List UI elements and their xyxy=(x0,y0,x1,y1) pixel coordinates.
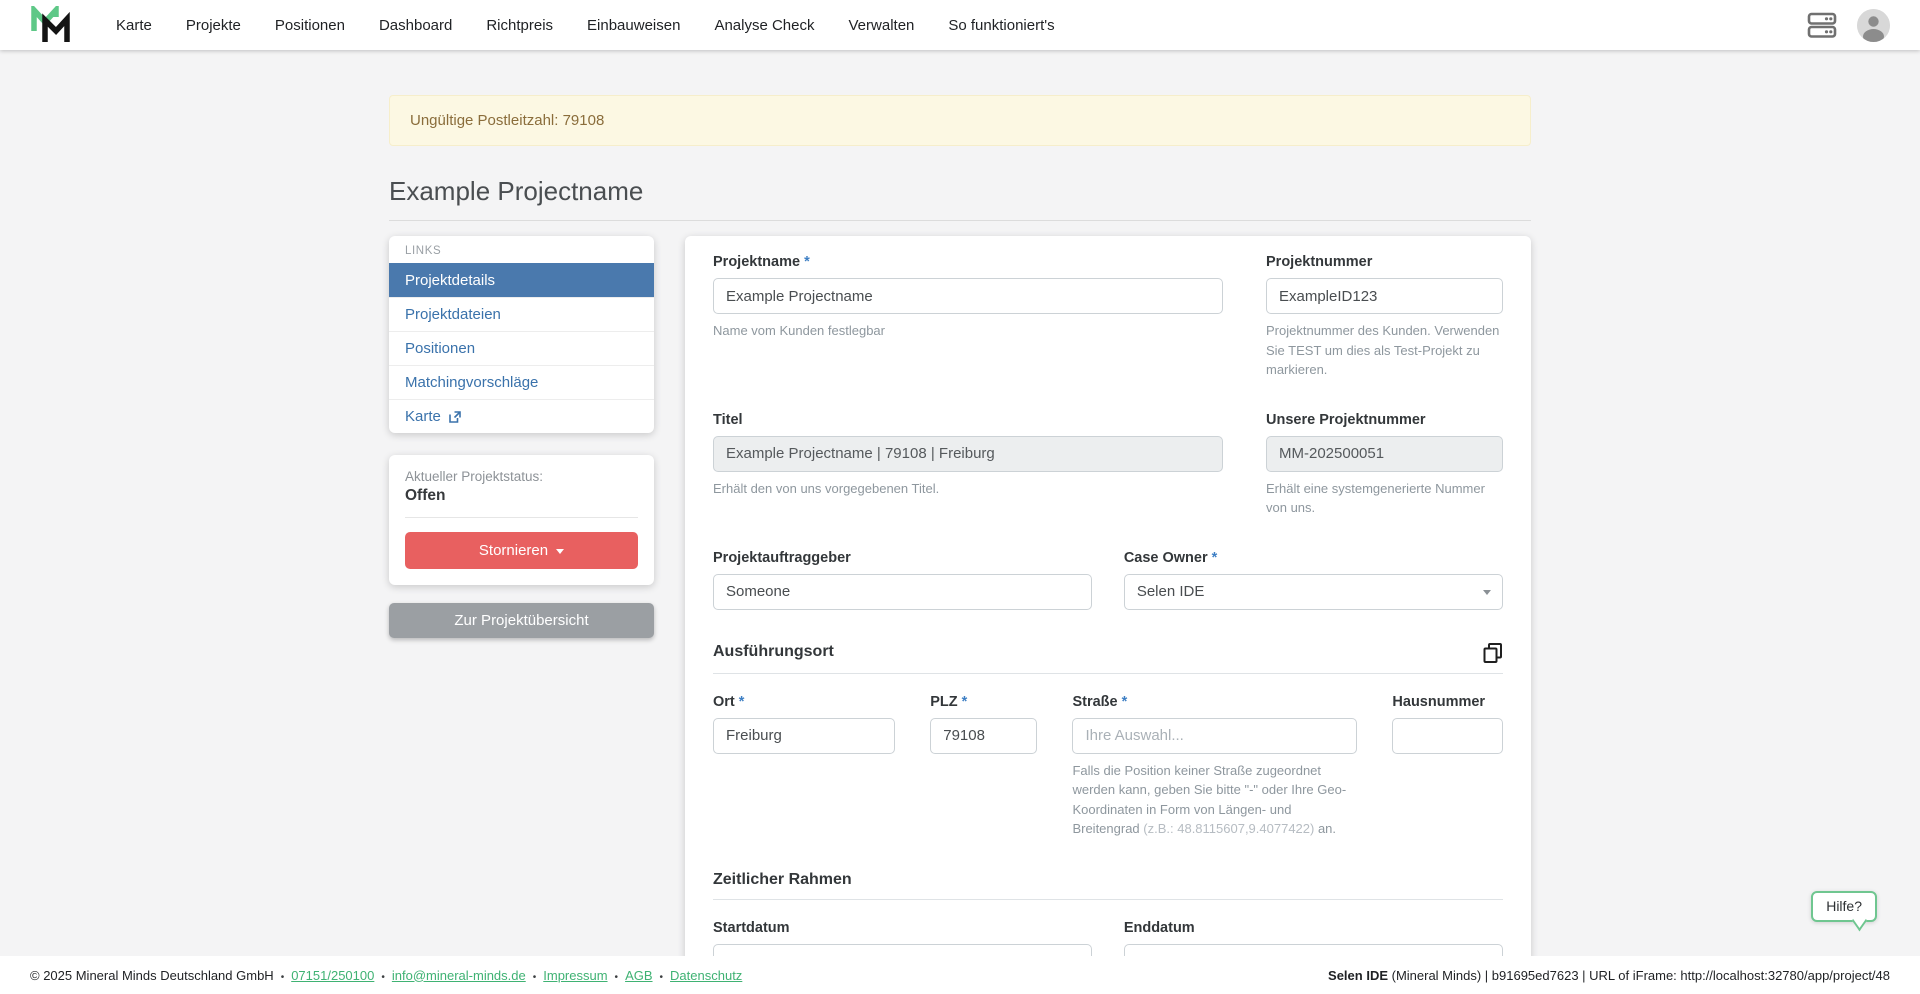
title-divider xyxy=(389,220,1531,221)
projektnummer-label: Projektnummer xyxy=(1266,254,1373,270)
footer-separator xyxy=(608,968,626,983)
links-card: LINKS Projektdetails Projektdateien Posi… xyxy=(389,236,654,433)
chevron-down-icon xyxy=(556,549,565,554)
footer: © 2025 Mineral Minds Deutschland GmbH 07… xyxy=(0,956,1920,994)
footer-separator xyxy=(526,968,544,983)
server-status-icon[interactable] xyxy=(1805,8,1839,42)
nav-item-einbauweisen[interactable]: Einbauweisen xyxy=(587,16,681,34)
main-content: Ungültige Postleitzahl: 79108 Example Pr… xyxy=(389,95,1531,994)
page-title: Example Projectname xyxy=(389,176,644,206)
sidebar-item-label: Matchingvorschläge xyxy=(405,374,539,391)
projektuebersicht-button[interactable]: Zur Projektübersicht xyxy=(389,603,654,638)
footer-link-email[interactable]: info@mineral-minds.de xyxy=(391,967,526,983)
nav-item-dashboard[interactable]: Dashboard xyxy=(378,16,453,34)
footer-link-phone[interactable]: 07151/250100 xyxy=(291,967,375,983)
footer-link-agb[interactable]: AGB xyxy=(625,967,653,983)
unsere-projektnummer-help: Erhält eine systemgenerierte Nummer von … xyxy=(1266,480,1485,516)
external-link-icon xyxy=(449,410,461,423)
projektnummer-input[interactable] xyxy=(1266,278,1503,314)
titel-label: Titel xyxy=(713,411,743,428)
nav-item-so-funktionierts[interactable]: So funktioniert's xyxy=(948,16,1055,34)
sidebar-item-projektdateien[interactable]: Projektdateien xyxy=(389,297,654,331)
ausfuehrungsort-heading: Ausführungsort xyxy=(713,643,834,660)
nav-item-karte[interactable]: Karte xyxy=(116,16,152,34)
nav-item-projekte[interactable]: Projekte xyxy=(185,16,241,34)
stornieren-button-label: Stornieren xyxy=(478,542,549,559)
user-avatar-icon[interactable] xyxy=(1857,8,1890,42)
section-divider xyxy=(713,672,1503,674)
mineral-minds-logo-icon[interactable] xyxy=(30,5,76,45)
chevron-down-icon xyxy=(1483,589,1491,595)
sidebar-item-matchingvorschlaege[interactable]: Matchingvorschläge xyxy=(389,365,654,399)
projektname-label: Projektname * xyxy=(713,254,810,270)
startdatum-label: Startdatum xyxy=(713,919,790,936)
footer-link-impressum[interactable]: Impressum xyxy=(543,967,608,983)
ort-input[interactable] xyxy=(713,717,895,754)
sidebar-item-positionen[interactable]: Positionen xyxy=(389,331,654,365)
strasse-help: Falls die Position keiner Straße zugeord… xyxy=(1072,762,1347,837)
ort-label: Ort * xyxy=(713,693,745,710)
nav-item-analyse-check[interactable]: Analyse Check xyxy=(714,16,815,34)
sidebar-item-label: Positionen xyxy=(405,340,476,357)
copy-icon[interactable] xyxy=(1482,642,1503,663)
unsere-projektnummer-label: Unsere Projektnummer xyxy=(1266,411,1426,428)
titel-input xyxy=(713,435,1223,472)
strasse-label: Straße * xyxy=(1072,693,1128,710)
sidebar-item-projektdetails[interactable]: Projektdetails xyxy=(389,263,654,297)
footer-copyright: © 2025 Mineral Minds Deutschland GmbH xyxy=(30,967,274,983)
nav-item-verwalten[interactable]: Verwalten xyxy=(848,16,915,34)
alert-warning-text: Ungültige Postleitzahl: 79108 xyxy=(410,112,605,129)
sidebar: LINKS Projektdetails Projektdateien Posi… xyxy=(389,236,654,638)
sidebar-item-label: Projektdetails xyxy=(405,272,496,289)
required-asterisk: * xyxy=(1121,693,1128,710)
projektauftraggeber-input[interactable] xyxy=(713,573,1093,610)
sidebar-item-karte[interactable]: Karte xyxy=(389,399,654,433)
sidebar-item-label: Karte xyxy=(405,408,441,425)
unsere-projektnummer-input xyxy=(1266,435,1503,472)
nav-item-positionen[interactable]: Positionen xyxy=(274,16,345,34)
sidebar-item-label: Projektdateien xyxy=(405,306,501,323)
top-nav: Karte Projekte Positionen Dashboard Rich… xyxy=(0,0,1920,50)
required-asterisk: * xyxy=(1211,549,1218,566)
section-divider xyxy=(713,898,1503,900)
status-divider xyxy=(405,517,638,518)
required-asterisk: * xyxy=(961,693,968,710)
plz-label: PLZ * xyxy=(930,693,968,710)
footer-separator xyxy=(653,968,671,983)
nav-item-richtpreis[interactable]: Richtpreis xyxy=(486,16,554,34)
strasse-input[interactable] xyxy=(1072,717,1357,754)
project-status-card: Aktueller Projektstatus: Offen Storniere… xyxy=(389,455,654,585)
main-nav: Karte Projekte Positionen Dashboard Rich… xyxy=(116,17,1055,34)
titel-help: Erhält den von uns vorgegebenen Titel. xyxy=(713,480,940,496)
projektnummer-help: Projektnummer des Kunden. Verwenden Sie … xyxy=(1266,323,1500,377)
hausnummer-label: Hausnummer xyxy=(1392,693,1486,710)
case-owner-label: Case Owner * xyxy=(1123,549,1218,566)
plz-input[interactable] xyxy=(930,717,1037,754)
status-label: Aktueller Projektstatus: xyxy=(405,469,544,484)
project-details-form: Projektname * Name vom Kunden festlegbar… xyxy=(685,236,1531,994)
required-asterisk: * xyxy=(738,693,745,710)
footer-separator xyxy=(274,968,292,983)
footer-session-info: Selen IDE (Mineral Minds) | b91695ed7623… xyxy=(1328,967,1890,983)
zeitlicher-rahmen-heading: Zeitlicher Rahmen xyxy=(713,870,852,888)
stornieren-button[interactable]: Stornieren xyxy=(405,532,638,569)
enddatum-label: Enddatum xyxy=(1123,919,1195,936)
hilfe-button[interactable]: Hilfe? xyxy=(1811,891,1877,922)
hausnummer-input[interactable] xyxy=(1392,717,1503,754)
links-card-header: LINKS xyxy=(405,245,442,257)
projektname-help: Name vom Kunden festlegbar xyxy=(713,323,885,338)
footer-link-datenschutz[interactable]: Datenschutz xyxy=(670,967,743,983)
status-value: Offen xyxy=(405,487,446,504)
required-asterisk: * xyxy=(804,254,810,270)
case-owner-selected-value: Selen IDE xyxy=(1136,583,1205,600)
alert-warning: Ungültige Postleitzahl: 79108 xyxy=(389,95,1531,146)
projektauftraggeber-label: Projektauftraggeber xyxy=(713,549,851,566)
footer-separator xyxy=(374,968,392,983)
case-owner-select[interactable]: Selen IDE xyxy=(1123,573,1503,610)
projektname-input[interactable] xyxy=(713,278,1223,314)
